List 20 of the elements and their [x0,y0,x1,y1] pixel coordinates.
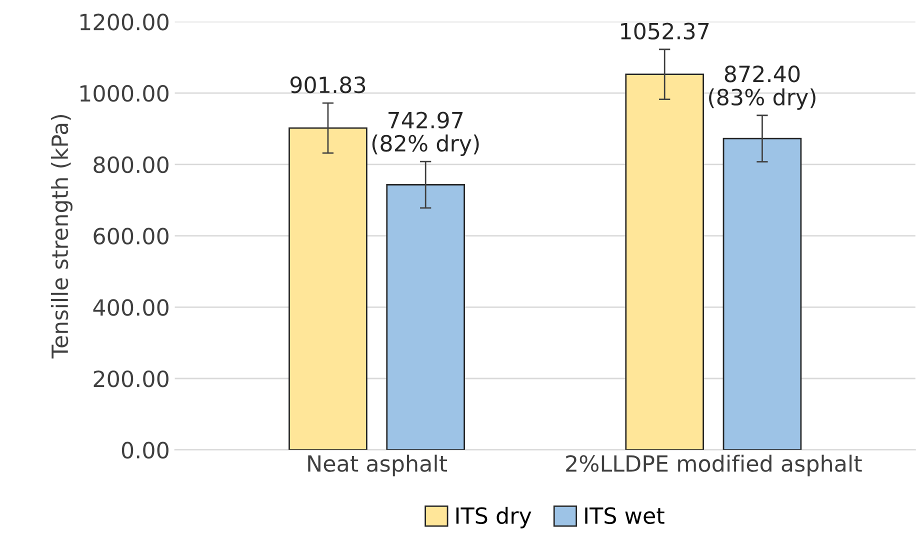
y-axis-title: Tensille strength (kPa) [50,115,72,358]
data-label: 1052.37 [621,22,709,40]
y-tick-label: 600.00 [94,228,168,245]
y-tick-label: 400.00 [93,299,168,316]
bar [625,74,704,450]
y-tick-label: 0.00 [122,442,168,459]
data-label: 742.97 (82% dry) [372,112,479,156]
data-label: 872.40 (83% dry) [709,66,816,110]
legend-label: ITS dry [456,506,532,528]
x-tick-label: 2%LLDPE modified asphalt [566,454,862,476]
x-tick-label: Neat asphalt [308,454,448,476]
data-label: 901.83 [290,76,366,94]
y-tick-label: 800.00 [94,156,168,174]
y-tick-label: 1000.00 [80,84,168,102]
bar [386,184,465,450]
bar [722,138,802,450]
y-tick-label: 1200.00 [80,14,168,30]
y-tick-label: 200.00 [94,370,168,388]
bar [288,127,368,450]
legend-label: ITS wet [585,507,664,524]
